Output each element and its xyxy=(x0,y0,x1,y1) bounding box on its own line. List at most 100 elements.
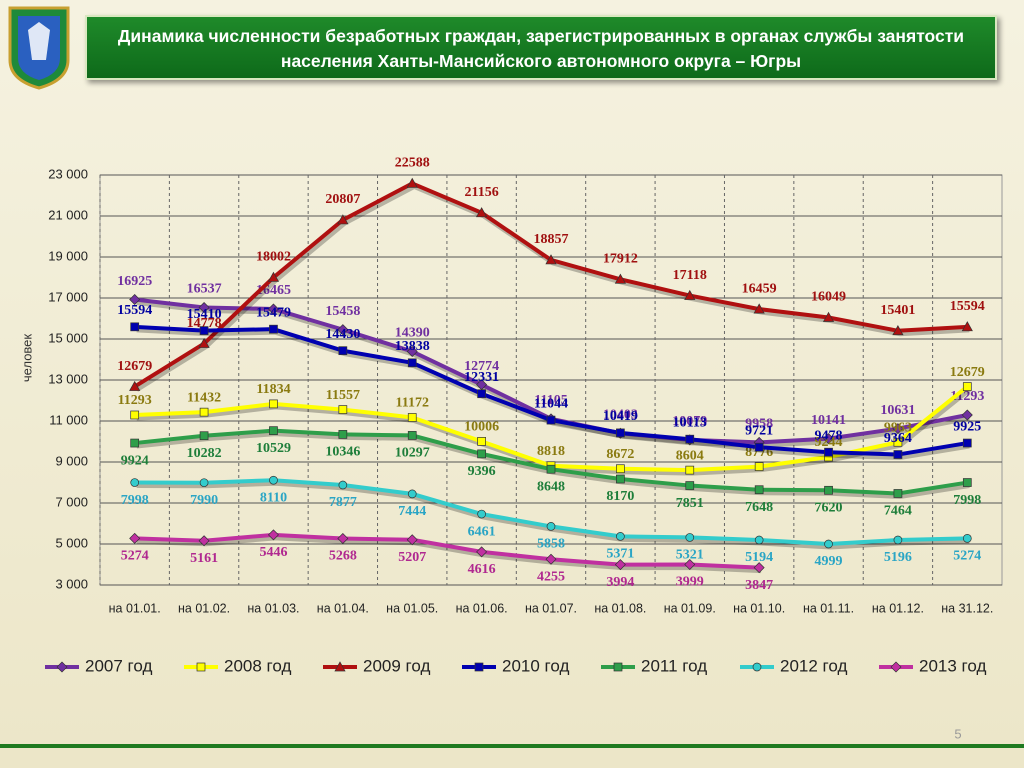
data-point xyxy=(614,273,626,284)
data-label: 5858 xyxy=(537,537,565,552)
x-tick-label: на 01.02. xyxy=(178,601,230,615)
data-label: 8110 xyxy=(260,490,287,505)
data-label: 9396 xyxy=(468,464,496,479)
data-label: 5194 xyxy=(745,550,773,565)
y-tick-label: 17 000 xyxy=(48,289,88,304)
data-label: 5268 xyxy=(329,549,357,564)
data-label: 8648 xyxy=(537,479,565,494)
data-label: 14430 xyxy=(325,327,360,342)
data-point xyxy=(545,553,557,565)
data-label: 9364 xyxy=(884,431,912,446)
data-point xyxy=(546,522,556,531)
data-point xyxy=(267,271,280,282)
y-tick-label: 5 000 xyxy=(55,535,88,550)
data-point xyxy=(477,437,486,446)
data-label: 16537 xyxy=(187,282,222,297)
data-point xyxy=(129,294,141,306)
y-tick-label: 23 000 xyxy=(48,166,88,181)
data-label: 9478 xyxy=(815,428,843,443)
data-label: 5321 xyxy=(676,548,704,563)
x-tick-label: на 01.08. xyxy=(594,601,646,615)
data-point xyxy=(616,464,625,474)
data-point xyxy=(685,481,695,490)
data-point xyxy=(961,409,973,421)
data-label: 9963 xyxy=(884,420,912,435)
data-label: 5446 xyxy=(259,545,287,560)
data-label: 5274 xyxy=(953,549,981,564)
data-point xyxy=(753,303,765,314)
data-label: 7877 xyxy=(329,495,357,510)
x-tick-label: на 31.12. xyxy=(941,601,993,615)
data-label: 7998 xyxy=(953,493,981,508)
data-label: 15401 xyxy=(880,303,915,318)
x-tick-label: на 01.05. xyxy=(386,601,438,615)
x-tick-label: на 01.09. xyxy=(664,601,716,615)
data-point xyxy=(616,474,625,484)
data-point xyxy=(893,535,903,545)
data-label: 10403 xyxy=(603,407,638,422)
x-tick-label: на 01.06. xyxy=(456,601,508,615)
data-point xyxy=(754,485,764,495)
data-point xyxy=(614,559,626,571)
data-label: 6461 xyxy=(468,524,496,539)
data-label: 11557 xyxy=(326,388,360,403)
data-point xyxy=(407,489,417,499)
data-point xyxy=(267,303,279,315)
y-tick-label: 15 000 xyxy=(48,330,88,345)
x-tick-label: на 01.11. xyxy=(803,601,854,615)
data-label: 7620 xyxy=(815,501,843,516)
data-label: 4255 xyxy=(537,569,565,584)
data-label: 4999 xyxy=(815,554,843,569)
data-label: 16925 xyxy=(117,274,152,289)
data-label: 10282 xyxy=(187,446,222,461)
data-label: 3999 xyxy=(676,575,704,590)
data-label: 10113 xyxy=(673,415,707,430)
legend-marker xyxy=(613,662,623,672)
data-label: 8818 xyxy=(537,444,565,459)
data-point xyxy=(684,289,696,300)
data-point xyxy=(476,546,488,558)
data-point xyxy=(616,428,625,438)
data-point xyxy=(199,407,209,417)
data-label: 15594 xyxy=(117,303,152,318)
data-point xyxy=(962,438,972,448)
page-number: 5 xyxy=(954,726,961,741)
data-label: 22588 xyxy=(395,156,430,171)
logo xyxy=(8,6,70,90)
data-label: 8170 xyxy=(606,489,634,504)
data-point xyxy=(199,326,209,335)
title-box: Динамика численности безработных граждан… xyxy=(85,15,997,80)
data-label: 7998 xyxy=(121,493,149,508)
data-label: 5371 xyxy=(606,547,634,562)
data-point xyxy=(685,465,695,475)
legend-marker xyxy=(890,661,902,673)
data-label: 3994 xyxy=(606,575,634,590)
data-label: 18857 xyxy=(534,232,569,247)
x-tick-label: на 01.07. xyxy=(525,601,577,615)
data-label: 13838 xyxy=(395,339,430,354)
legend-marker xyxy=(56,661,68,673)
data-label: 15594 xyxy=(950,299,985,314)
data-point xyxy=(476,207,488,218)
data-point xyxy=(962,382,972,391)
data-point xyxy=(753,562,765,574)
legend-label: 2009 год xyxy=(363,656,430,675)
data-label: 5196 xyxy=(884,550,912,565)
y-tick-label: 21 000 xyxy=(48,207,88,222)
data-label: 14778 xyxy=(187,316,222,331)
data-label: 4616 xyxy=(468,562,496,577)
data-label: 5207 xyxy=(398,550,426,565)
data-point xyxy=(893,450,903,459)
data-point xyxy=(824,539,833,549)
data-point xyxy=(130,322,140,332)
x-tick-label: на 01.10. xyxy=(733,601,785,615)
data-point xyxy=(754,442,764,452)
data-label: 7464 xyxy=(884,504,912,519)
data-label: 21156 xyxy=(464,185,498,200)
data-point xyxy=(198,337,210,348)
x-tick-label: на 01.01. xyxy=(109,601,161,615)
data-label: 11172 xyxy=(395,396,428,411)
data-label: 10006 xyxy=(464,420,499,435)
x-tick-label: на 01.03. xyxy=(247,601,299,615)
